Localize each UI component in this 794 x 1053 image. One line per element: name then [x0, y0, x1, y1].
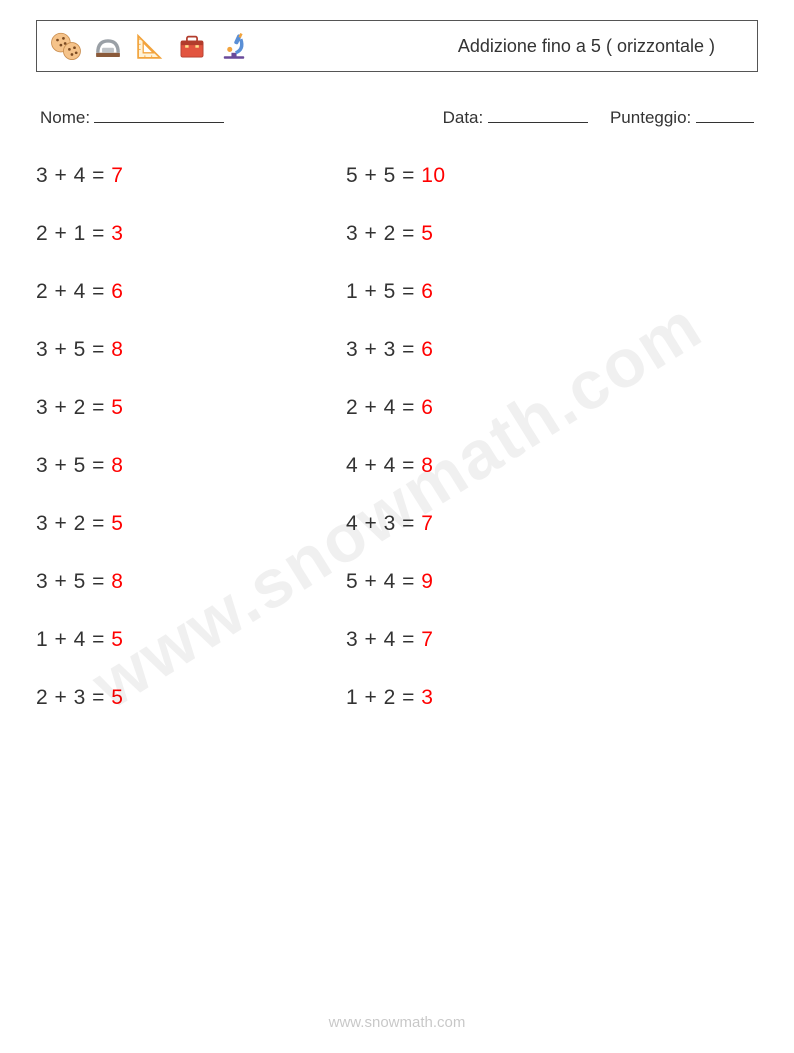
- problem-row: 1 + 2 = 3: [346, 686, 656, 710]
- problem-row: 3 + 5 = 8: [36, 570, 346, 594]
- hole-punch-icon: [91, 29, 125, 63]
- problem-row: 3 + 2 = 5: [36, 512, 346, 536]
- problem-expression: 3 + 5 =: [36, 570, 111, 593]
- problem-row: 3 + 5 = 8: [36, 338, 346, 362]
- meta-row: Nome: Data: Punteggio:: [36, 106, 758, 128]
- cookies-icon: [49, 29, 83, 63]
- problem-row: 3 + 5 = 8: [36, 454, 346, 478]
- problem-expression: 5 + 5 =: [346, 164, 421, 187]
- problem-expression: 3 + 2 =: [36, 396, 111, 419]
- problem-expression: 2 + 1 =: [36, 222, 111, 245]
- problem-answer: 3: [421, 686, 433, 709]
- problem-expression: 4 + 4 =: [346, 454, 421, 477]
- microscope-icon: [217, 29, 251, 63]
- problem-answer: 5: [111, 686, 123, 709]
- problem-row: 3 + 2 = 5: [346, 222, 656, 246]
- problem-answer: 6: [421, 280, 433, 303]
- problem-answer: 6: [111, 280, 123, 303]
- date-label: Data:: [443, 108, 484, 127]
- worksheet-header: Addizione fino a 5 ( orizzontale ): [36, 20, 758, 72]
- problem-answer: 6: [421, 396, 433, 419]
- score-blank[interactable]: [696, 106, 754, 123]
- problem-answer: 9: [421, 570, 433, 593]
- problem-row: 2 + 3 = 5: [36, 686, 346, 710]
- protractor-icon: [133, 29, 167, 63]
- problem-answer: 10: [421, 164, 445, 187]
- problem-row: 3 + 2 = 5: [36, 396, 346, 420]
- header-icon-row: [49, 29, 251, 63]
- problem-expression: 3 + 5 =: [36, 454, 111, 477]
- problem-expression: 4 + 3 =: [346, 512, 421, 535]
- problem-expression: 2 + 4 =: [36, 280, 111, 303]
- problem-answer: 7: [421, 512, 433, 535]
- problem-expression: 3 + 2 =: [36, 512, 111, 535]
- problem-answer: 5: [111, 396, 123, 419]
- problem-answer: 6: [421, 338, 433, 361]
- problem-row: 5 + 4 = 9: [346, 570, 656, 594]
- problem-row: 2 + 1 = 3: [36, 222, 346, 246]
- problems-grid: 3 + 4 = 72 + 1 = 32 + 4 = 63 + 5 = 83 + …: [36, 164, 758, 710]
- problem-answer: 7: [421, 628, 433, 651]
- problem-row: 3 + 4 = 7: [36, 164, 346, 188]
- problem-expression: 3 + 4 =: [346, 628, 421, 651]
- problem-expression: 3 + 4 =: [36, 164, 111, 187]
- briefcase-icon: [175, 29, 209, 63]
- problems-column-1: 3 + 4 = 72 + 1 = 32 + 4 = 63 + 5 = 83 + …: [36, 164, 346, 710]
- problem-row: 2 + 4 = 6: [36, 280, 346, 304]
- problem-answer: 8: [111, 570, 123, 593]
- worksheet-title: Addizione fino a 5 ( orizzontale ): [458, 36, 715, 57]
- problem-row: 2 + 4 = 6: [346, 396, 656, 420]
- problem-expression: 3 + 2 =: [346, 222, 421, 245]
- problem-row: 1 + 5 = 6: [346, 280, 656, 304]
- problem-expression: 2 + 3 =: [36, 686, 111, 709]
- problem-row: 3 + 4 = 7: [346, 628, 656, 652]
- problem-answer: 8: [111, 338, 123, 361]
- problem-expression: 1 + 5 =: [346, 280, 421, 303]
- problem-row: 4 + 3 = 7: [346, 512, 656, 536]
- date-blank[interactable]: [488, 106, 588, 123]
- problem-expression: 1 + 2 =: [346, 686, 421, 709]
- problem-answer: 8: [421, 454, 433, 477]
- name-blank[interactable]: [94, 106, 224, 123]
- problem-row: 3 + 3 = 6: [346, 338, 656, 362]
- problem-answer: 3: [111, 222, 123, 245]
- problem-answer: 7: [111, 164, 123, 187]
- problem-answer: 5: [111, 628, 123, 651]
- problem-expression: 2 + 4 =: [346, 396, 421, 419]
- problem-expression: 1 + 4 =: [36, 628, 111, 651]
- problem-answer: 5: [421, 222, 433, 245]
- problem-expression: 3 + 5 =: [36, 338, 111, 361]
- footer-text: www.snowmath.com: [0, 1014, 794, 1031]
- score-label: Punteggio:: [610, 108, 691, 127]
- problem-row: 5 + 5 = 10: [346, 164, 656, 188]
- problem-answer: 8: [111, 454, 123, 477]
- problem-expression: 5 + 4 =: [346, 570, 421, 593]
- problem-answer: 5: [111, 512, 123, 535]
- problem-expression: 3 + 3 =: [346, 338, 421, 361]
- problems-column-2: 5 + 5 = 103 + 2 = 51 + 5 = 63 + 3 = 62 +…: [346, 164, 656, 710]
- problem-row: 1 + 4 = 5: [36, 628, 346, 652]
- name-label: Nome:: [40, 108, 90, 128]
- problem-row: 4 + 4 = 8: [346, 454, 656, 478]
